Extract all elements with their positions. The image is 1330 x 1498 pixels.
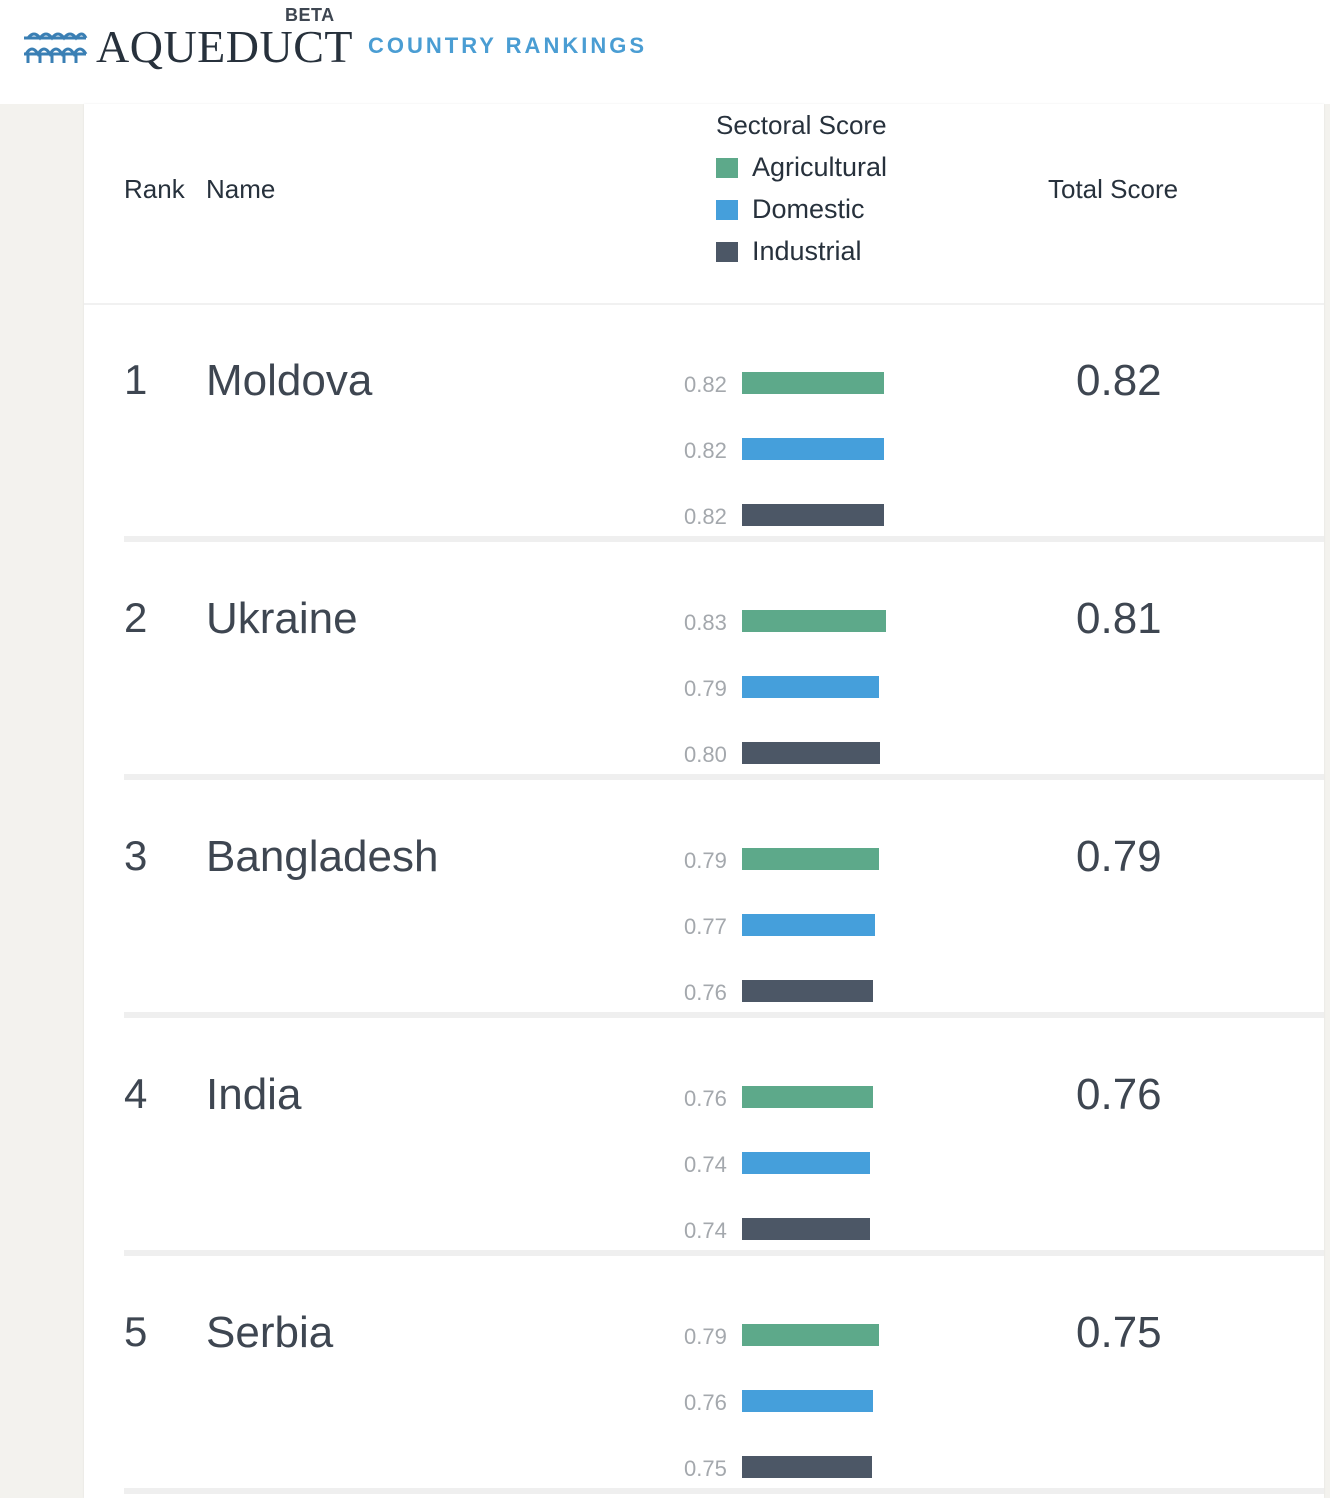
- beta-badge: BETA: [285, 5, 335, 25]
- app-logo-text[interactable]: AQUEDUCT: [96, 21, 353, 72]
- industrial-score-label: 0.74: [684, 1218, 727, 1243]
- agricultural-score-label: 0.76: [684, 1086, 727, 1111]
- table-row[interactable]: 1 Moldova 0.82 0.82 0.82 0.82: [124, 304, 1324, 542]
- row-country-name[interactable]: Moldova: [206, 356, 373, 405]
- row-country-name[interactable]: Ukraine: [206, 594, 358, 643]
- table-row[interactable]: 4 India 0.76 0.74 0.74 0.76: [124, 1018, 1324, 1256]
- industrial-score-bar: [742, 1456, 872, 1478]
- row-rank: 2: [124, 594, 148, 641]
- row-total-score: 0.79: [1076, 832, 1162, 881]
- agricultural-score-bar: [742, 1324, 879, 1346]
- agricultural-score-label: 0.83: [684, 610, 727, 635]
- rankings-table: Rank Name Sectoral Score Agricultural Do…: [84, 104, 1324, 1498]
- app-header: AQUEDUCT BETA COUNTRY RANKINGS: [0, 0, 1330, 104]
- agricultural-score-label: 0.82: [684, 372, 727, 397]
- legend-industrial-swatch: [716, 242, 738, 262]
- row-divider: [124, 1250, 1324, 1256]
- row-total-score: 0.75: [1076, 1308, 1162, 1357]
- agricultural-score-label: 0.79: [684, 1324, 727, 1349]
- row-country-name[interactable]: India: [206, 1070, 302, 1119]
- domestic-score-bar: [742, 438, 884, 460]
- row-rank: 3: [124, 832, 148, 879]
- row-divider: [124, 774, 1324, 780]
- rank-column-header[interactable]: Rank: [124, 174, 185, 204]
- sectoral-score-header: Sectoral Score: [716, 110, 887, 140]
- domestic-score-bar: [742, 1390, 873, 1412]
- row-divider: [124, 1488, 1324, 1494]
- legend-industrial-label: Industrial: [752, 236, 862, 266]
- legend-agricultural-swatch: [716, 158, 738, 178]
- row-divider: [124, 536, 1324, 542]
- row-country-name[interactable]: Bangladesh: [206, 832, 439, 881]
- agricultural-score-bar: [742, 372, 884, 394]
- table-row[interactable]: 3 Bangladesh 0.79 0.77 0.76 0.79: [124, 780, 1324, 1018]
- agricultural-score-bar: [742, 1086, 873, 1108]
- aqueduct-logo-icon[interactable]: [22, 28, 88, 64]
- agricultural-score-label: 0.79: [684, 848, 727, 873]
- industrial-score-bar: [742, 980, 873, 1002]
- total-score-column-header[interactable]: Total Score: [1048, 174, 1179, 204]
- agricultural-score-bar: [742, 610, 886, 632]
- domestic-score-label: 0.76: [684, 1390, 727, 1415]
- legend-domestic-label: Domestic: [752, 194, 865, 224]
- row-rank: 1: [124, 356, 148, 403]
- domestic-score-bar: [742, 1152, 870, 1174]
- domestic-score-bar: [742, 676, 879, 698]
- table-row[interactable]: 5 Serbia 0.79 0.76 0.75 0.75: [124, 1256, 1324, 1494]
- row-rank: 5: [124, 1308, 148, 1355]
- industrial-score-bar: [742, 742, 880, 764]
- header-divider: [84, 303, 1324, 305]
- industrial-score-label: 0.76: [684, 980, 727, 1005]
- row-country-name[interactable]: Serbia: [206, 1308, 334, 1357]
- page-title[interactable]: COUNTRY RANKINGS: [368, 33, 648, 58]
- industrial-score-label: 0.75: [684, 1456, 727, 1481]
- industrial-score-bar: [742, 504, 884, 526]
- row-divider: [124, 1012, 1324, 1018]
- agricultural-score-bar: [742, 848, 879, 870]
- domestic-score-bar: [742, 914, 875, 936]
- industrial-score-label: 0.80: [684, 742, 727, 767]
- row-total-score: 0.76: [1076, 1070, 1162, 1119]
- legend-agricultural-label: Agricultural: [752, 152, 888, 182]
- domestic-score-label: 0.77: [684, 914, 727, 939]
- row-total-score: 0.82: [1076, 356, 1162, 405]
- domestic-score-label: 0.79: [684, 676, 727, 701]
- legend-domestic-swatch: [716, 200, 738, 220]
- domestic-score-label: 0.82: [684, 438, 727, 463]
- name-column-header[interactable]: Name: [206, 174, 276, 204]
- table-row[interactable]: 2 Ukraine 0.83 0.79 0.80 0.81: [124, 542, 1324, 780]
- industrial-score-bar: [742, 1218, 870, 1240]
- domestic-score-label: 0.74: [684, 1152, 727, 1177]
- industrial-score-label: 0.82: [684, 504, 727, 529]
- row-rank: 4: [124, 1070, 148, 1117]
- row-total-score: 0.81: [1076, 594, 1162, 643]
